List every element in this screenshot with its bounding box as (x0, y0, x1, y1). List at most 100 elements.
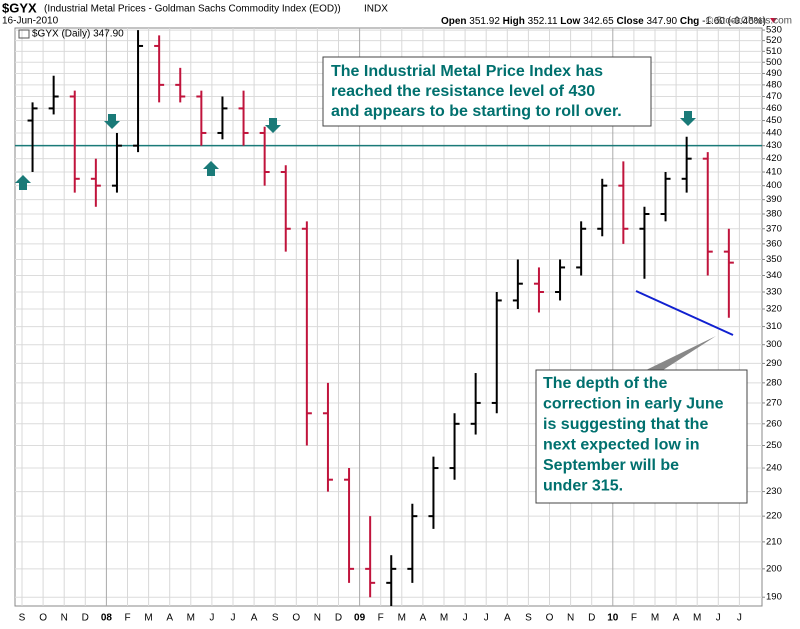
y-tick-label: 430 (766, 140, 782, 151)
x-tick-label: J (484, 613, 489, 624)
x-tick-label: M (693, 613, 701, 624)
x-tick-label: A (504, 613, 511, 624)
annotation-text: reached the resistance level of 430 (331, 83, 595, 100)
down-arrow (680, 111, 696, 126)
x-tick-label: S (272, 613, 279, 624)
x-tick-label: S (525, 613, 532, 624)
x-tick-label: A (420, 613, 427, 624)
x-tick-label: J (231, 613, 236, 624)
x-tick-label: O (39, 613, 47, 624)
y-tick-label: 270 (766, 397, 782, 408)
y-tick-label: 220 (766, 511, 782, 522)
y-tick-label: 260 (766, 418, 782, 429)
x-tick-label: M (440, 613, 448, 624)
legend: $GYX (Daily) 347.90 (32, 29, 124, 40)
y-tick-label: 500 (766, 57, 782, 68)
annotation-text: September will be (543, 457, 679, 474)
x-tick-label: 09 (354, 613, 366, 624)
down-triangle (770, 18, 777, 23)
chart-title: (Industrial Metal Prices - Goldman Sachs… (44, 4, 341, 15)
x-tick-label: F (124, 613, 130, 624)
x-tick-label: J (209, 613, 214, 624)
x-tick-label: N (61, 613, 68, 624)
y-tick-label: 450 (766, 115, 782, 126)
y-tick-label: 410 (766, 167, 782, 178)
y-tick-label: 390 (766, 194, 782, 205)
annotation-text: The depth of the (543, 375, 668, 392)
annotation-text: is suggesting that the (543, 416, 708, 433)
x-tick-label: O (292, 613, 300, 624)
legend-icon (18, 29, 30, 39)
quote-label: Low (558, 16, 581, 27)
x-tick-label: D (588, 613, 595, 624)
up-arrow (203, 161, 219, 176)
x-tick-label: D (335, 613, 342, 624)
x-tick-label: M (398, 613, 406, 624)
y-tick-label: 330 (766, 287, 782, 298)
y-tick-label: 350 (766, 254, 782, 265)
y-tick-label: 510 (766, 46, 782, 57)
y-tick-label: 200 (766, 563, 782, 574)
y-tick-label: 190 (766, 592, 782, 603)
annotation-box (535, 369, 748, 504)
grid: 190 200 210 220 230 240 250 260 270 280 290 300 310 3… (15, 25, 782, 624)
trend-line (635, 290, 734, 336)
down-arrow (265, 118, 281, 133)
y-tick-label: 400 (766, 180, 782, 191)
quote-value: 342.65 (580, 16, 614, 27)
x-tick-label: 10 (607, 613, 619, 624)
x-tick-label: A (251, 613, 258, 624)
annotation-text: next expected low in (543, 437, 699, 454)
up-arrow (15, 175, 31, 190)
y-tick-label: 310 (766, 321, 782, 332)
annotation-text: correction in early June (543, 396, 724, 413)
marks (15, 30, 762, 606)
quote-label: High (500, 16, 525, 27)
y-tick-label: 280 (766, 377, 782, 388)
annotations: The Industrial Metal Price Index has reac… (331, 63, 724, 495)
quote-value: 352.11 (525, 16, 558, 27)
x-tick-label: O (546, 613, 554, 624)
y-tick-label: 300 (766, 339, 782, 350)
annotation-text: and appears to be starting to roll over. (331, 103, 622, 120)
y-tick-label: 530 (766, 25, 782, 36)
y-tick-label: 480 (766, 79, 782, 90)
y-tick-label: 320 (766, 304, 782, 315)
y-tick-label: 340 (766, 270, 782, 281)
y-tick-label: 490 (766, 68, 782, 79)
x-tick-label: J (737, 613, 742, 624)
down-arrow (104, 114, 120, 129)
x-tick-label: 08 (101, 613, 113, 624)
annotation-box (322, 56, 652, 127)
quote-value: 347.90 (644, 16, 678, 27)
annotation-text: The Industrial Metal Price Index has (331, 63, 603, 80)
x-tick-label: M (187, 613, 195, 624)
y-tick-label: 240 (766, 463, 782, 474)
x-tick-label: A (673, 613, 680, 624)
x-tick-label: F (631, 613, 637, 624)
y-tick-label: 460 (766, 103, 782, 114)
y-tick-label: 520 (766, 35, 782, 46)
quote-text: Open 351.92 High 352.11 Low 342.65 Close… (441, 16, 766, 27)
x-tick-label: S (19, 613, 26, 624)
y-tick-label: 380 (766, 209, 782, 220)
credit: © StockCharts.com (706, 16, 792, 27)
quote-label: Open (441, 16, 467, 27)
quote-label: Chg (677, 16, 699, 27)
x-tick-label: F (378, 613, 384, 624)
quote-value: -1.60 (-0.46%) (699, 16, 766, 27)
quote-label: Close (614, 16, 644, 27)
quote: Open 351.92 High 352.11 Low 342.65 Close… (441, 16, 777, 27)
y-tick-label: 230 (766, 486, 782, 497)
symbol: $GYX (2, 0, 37, 15)
exchange: INDX (364, 4, 388, 15)
quote-value: 351.92 (467, 16, 501, 27)
arrows (15, 111, 696, 190)
y-tick-label: 290 (766, 358, 782, 369)
pointer (642, 336, 716, 372)
x-tick-label: J (463, 613, 468, 624)
y-tick-label: 210 (766, 536, 782, 547)
x-tick-label: D (82, 613, 89, 624)
x-tick-label: M (144, 613, 152, 624)
